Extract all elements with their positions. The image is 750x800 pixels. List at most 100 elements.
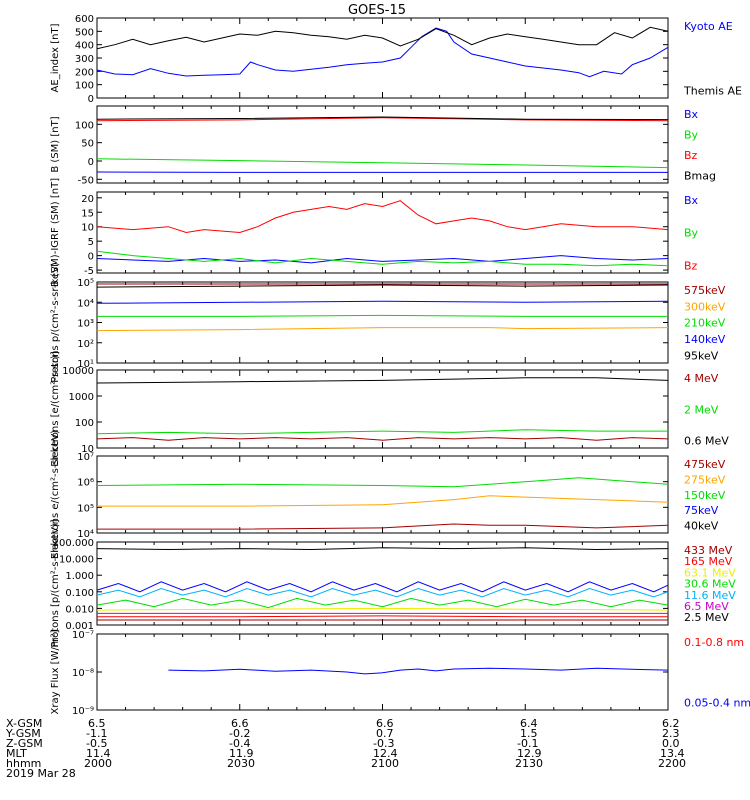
y-tick-label: 10⁶ xyxy=(77,478,94,489)
series-line-0-6-mev xyxy=(96,377,669,384)
legend-entry: Bz xyxy=(684,149,698,162)
series-line-kyoto-ae xyxy=(96,27,669,78)
legend-entry: 210keV xyxy=(684,317,726,330)
y-axis-label: Electrons e/(cm²-s-sr-keV) xyxy=(50,430,61,559)
y-tick-label: 10⁷ xyxy=(77,452,94,463)
series-line-2-5-mev xyxy=(96,547,669,551)
y-tick-label: 10.000 xyxy=(59,555,94,566)
y-tick-label: 10⁵ xyxy=(77,278,94,289)
legend-entry: 0.6 MeV xyxy=(684,435,729,448)
legend-entry: Bx xyxy=(684,108,699,121)
legend-entry: Bx xyxy=(684,194,699,207)
legend-entry: Bmag xyxy=(684,170,716,183)
legend-entry: 4 MeV xyxy=(684,372,719,385)
panel-frame xyxy=(96,541,669,626)
panel-7: 0.001 0.010 0.100 1.000 10.000 100.000Protons… xyxy=(50,519,736,647)
y-tick-label: 0 xyxy=(88,157,94,168)
panel-frame xyxy=(96,455,669,534)
legend-entry: 40keV xyxy=(684,520,719,533)
legend-entry: 75keV xyxy=(684,504,719,517)
y-tick-label: 100 xyxy=(75,418,94,429)
y-tick-label: 0 xyxy=(88,252,94,263)
y-tick-label: 5 xyxy=(88,237,94,248)
legend-entry: 300keV xyxy=(684,300,726,313)
panel-6: 10⁴ 10⁵ 10⁶ 10⁷ Electrons e/(cm²-s-sr-keV) 47… xyxy=(50,430,726,559)
legend-entry: 2.5 MeV xyxy=(684,611,729,624)
legend-entry: 275keV xyxy=(684,473,726,486)
series-line-bmag xyxy=(96,116,669,121)
series-line-themis-ae xyxy=(96,26,669,50)
series-line-0-05-0-4-nm xyxy=(168,667,669,675)
series-line-2-mev xyxy=(96,429,668,435)
legend-entry: 30.6 MeV xyxy=(684,578,736,591)
panel-4: 10¹ 10² 10³ 10⁴ 10⁵ Protons p/(cm²-s-sr-keV) 5… xyxy=(50,262,726,383)
y-tick-label: 10⁻⁸ xyxy=(72,668,94,679)
series-line-300kev xyxy=(96,327,669,332)
legend-entry: 95keV xyxy=(684,349,719,362)
legend-entry: 11.6 MeV xyxy=(684,589,736,602)
y-tick-label: 100.000 xyxy=(53,538,94,549)
series-line-140kev xyxy=(96,300,669,304)
y-tick-label: 0.010 xyxy=(65,604,94,615)
y-tick-label: 200 xyxy=(75,67,94,78)
panel-frame xyxy=(96,369,669,449)
legend-entry: 433 MeV xyxy=(684,544,733,557)
y-tick-label: -5 xyxy=(84,266,94,277)
y-tick-label: 10⁻⁷ xyxy=(72,630,94,641)
series-line-63-1-mev xyxy=(96,607,669,611)
y-tick-label: 600 xyxy=(75,14,94,25)
y-tick-label: 0.001 xyxy=(65,621,94,632)
legend-entry: 6.5 MeV xyxy=(684,600,729,613)
y-tick-label: 10¹ xyxy=(77,359,94,370)
legend-entry: Themis AE xyxy=(683,84,742,97)
y-tick-label: 10 xyxy=(81,444,94,455)
y-tick-label: 10⁻⁹ xyxy=(72,706,94,717)
y-axis-label: B (SM)-IGRF (SM) [nT] xyxy=(50,178,61,287)
y-axis-label: Xray Flux [W/m²] xyxy=(50,629,61,714)
legend-entry: 150keV xyxy=(684,489,726,502)
series-line-11-6-mev xyxy=(96,587,669,598)
series-line-150kev xyxy=(96,477,669,488)
legend-entry: By xyxy=(684,129,699,142)
series-line-by xyxy=(96,250,669,267)
legend-entry: Kyoto AE xyxy=(684,20,733,33)
chart-title: GOES-15 xyxy=(348,3,406,18)
y-tick-label: 500 xyxy=(75,27,94,38)
y-tick-label: 10³ xyxy=(77,319,94,330)
panel-frame xyxy=(96,633,669,711)
y-axis-label: B (SM) [nT] xyxy=(50,116,61,172)
y-tick-label: 10² xyxy=(77,339,94,350)
panel-8: 10⁻⁹ 10⁻⁸ 10⁻⁷ Xray Flux [W/m²] 0.1-0.8 nm 0.… xyxy=(50,629,750,717)
y-axis-label: Electrons [e/(cm²-s-sr)] xyxy=(50,351,61,467)
series-line-95kev xyxy=(96,284,669,288)
series-line-210kev xyxy=(97,314,668,317)
panel-2: -50 0 50 100 B (SM) [nT] Bx By Bz Bmag xyxy=(50,105,716,186)
legend-entry: 475keV xyxy=(684,458,726,471)
y-tick-label: -50 xyxy=(78,175,94,186)
series-line-30-6-mev xyxy=(96,597,669,609)
y-tick-label: 10⁵ xyxy=(77,503,94,514)
y-tick-label: 0.100 xyxy=(65,588,94,599)
series-line-165-mev xyxy=(97,615,668,618)
panel-frame xyxy=(96,191,669,274)
y-axis-label: Protons [p/(cm²-s-sr-keV)] xyxy=(50,519,61,647)
series-line-275kev xyxy=(97,495,669,507)
y-tick-label: 300 xyxy=(75,54,94,65)
panel-frame xyxy=(96,281,669,364)
series-line-475kev xyxy=(97,523,669,530)
y-tick-label: 1000 xyxy=(69,392,94,403)
legend-entry: 2 MeV xyxy=(684,403,719,416)
legend-entry: 165 MeV xyxy=(684,555,733,568)
legend-entry: 140keV xyxy=(684,333,726,346)
y-tick-label: 100 xyxy=(75,81,94,92)
series-line-bz xyxy=(96,200,669,234)
series-line-4-mev xyxy=(96,437,669,441)
y-tick-label: 50 xyxy=(81,139,94,150)
legend-entry: 63.1 MeV xyxy=(684,566,736,579)
y-axis-label: AE_index [nT] xyxy=(50,23,61,92)
legend-entry: 575keV xyxy=(684,284,726,297)
panel-frame xyxy=(96,17,669,99)
